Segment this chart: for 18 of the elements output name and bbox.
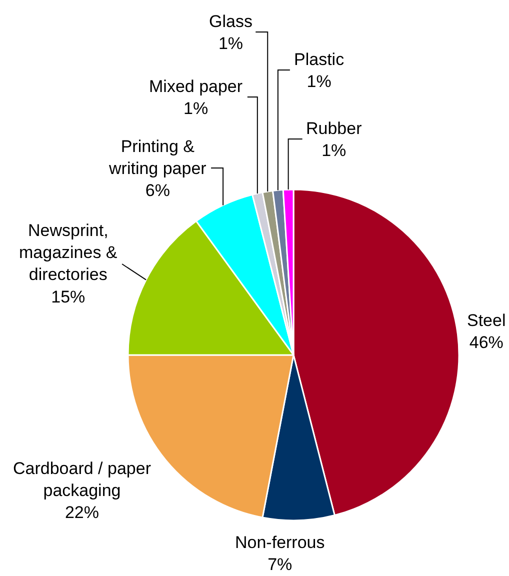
slice-label: Printing & writing paper <box>108 137 207 178</box>
data-label: 22% <box>64 503 100 522</box>
slice-label: Glass <box>209 12 252 31</box>
data-label: 15% <box>51 287 86 306</box>
slice-label: Steel <box>467 311 506 330</box>
data-label: 1% <box>306 72 332 92</box>
slice-label: Rubber <box>306 119 362 138</box>
slice-label: Newsprint, magazines & directories <box>19 221 118 284</box>
data-label: 1% <box>322 141 346 160</box>
data-label: 6% <box>145 181 170 200</box>
slice-label: Plastic <box>294 50 345 69</box>
slice-label: Mixed paper <box>149 77 243 96</box>
data-label: 1% <box>218 34 244 54</box>
data-label: 46% <box>469 333 504 352</box>
data-label: 7% <box>268 555 292 574</box>
data-label: 1% <box>183 99 208 118</box>
slice-label: Cardboard / paper packaging <box>13 459 152 500</box>
slice-label: Non-ferrous <box>235 533 325 552</box>
